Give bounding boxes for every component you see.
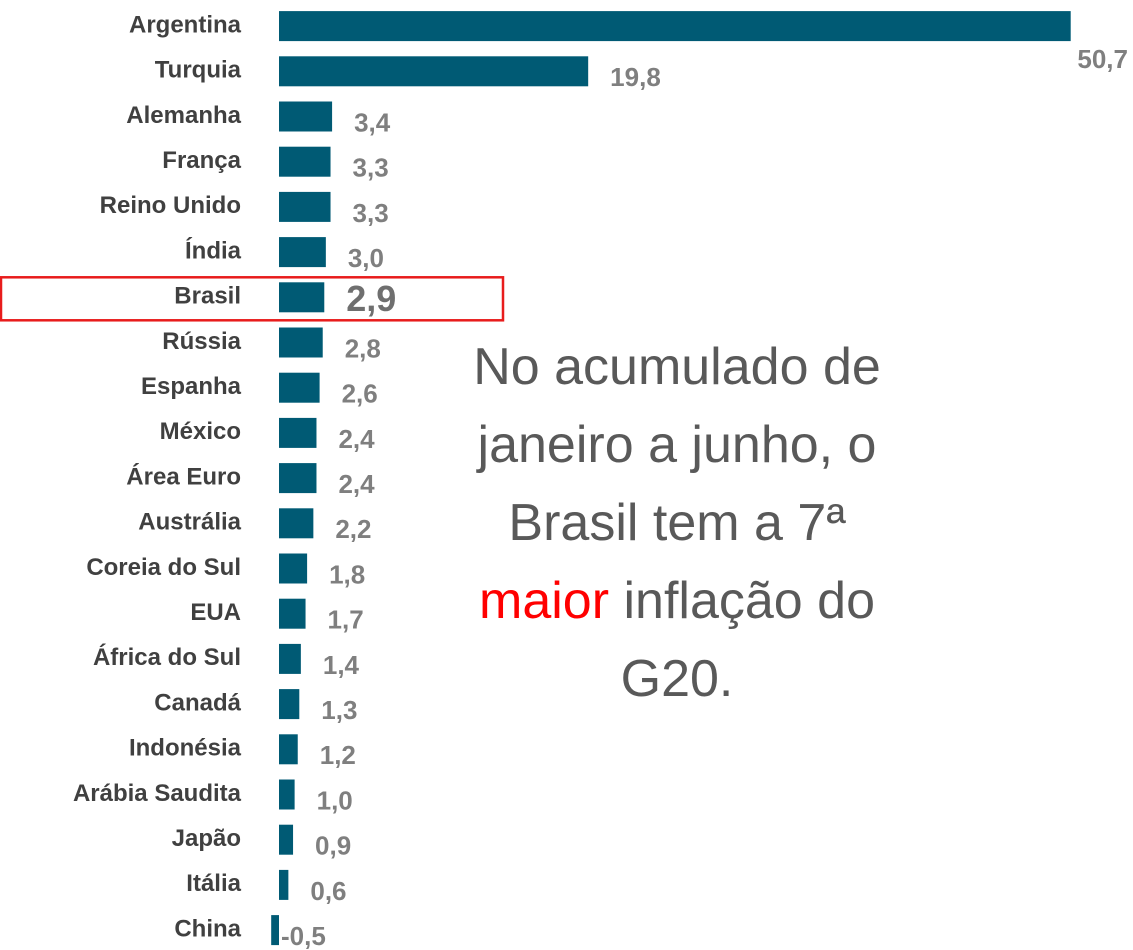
bar (279, 779, 295, 810)
value-label: 1,0 (317, 785, 353, 815)
category-label: Arábia Saudita (73, 780, 242, 807)
category-label: Alemanha (126, 102, 241, 129)
bar (279, 869, 289, 900)
value-label: 1,3 (321, 695, 357, 725)
bar (279, 689, 300, 720)
category-label: Coreia do Sul (86, 554, 241, 581)
category-label: Turquia (155, 57, 242, 84)
annotation-text: maior (479, 572, 609, 630)
bar (279, 101, 333, 132)
value-label: 3,3 (353, 153, 389, 183)
value-label: 1,4 (323, 650, 360, 680)
bar (279, 463, 317, 494)
highlight-box (0, 276, 505, 322)
value-label: 1,7 (328, 605, 364, 635)
category-label: Austrália (138, 509, 241, 536)
category-label: Japão (172, 825, 241, 852)
bar (279, 146, 331, 177)
value-label: 2,9 (346, 278, 396, 319)
category-label: China (174, 915, 241, 942)
category-label: Espanha (141, 373, 242, 400)
value-label: 0,6 (310, 876, 346, 906)
annotation-line: maior inflação do (479, 572, 875, 630)
annotation-line: janeiro a junho, o (476, 416, 877, 474)
bar (279, 372, 320, 403)
value-label: 50,7 (1077, 44, 1128, 74)
category-label: Rússia (162, 328, 241, 355)
value-label: 19,8 (610, 62, 661, 92)
annotation-line: Brasil tem a 7ª (508, 494, 846, 552)
bar (279, 11, 1071, 42)
annotation-line: No acumulado de (473, 338, 881, 396)
annotation-line: G20. (621, 650, 734, 708)
category-label: África do Sul (93, 643, 241, 671)
category-label: Brasil (174, 283, 241, 310)
value-label: 1,8 (329, 559, 365, 589)
bar (279, 56, 589, 87)
bar (279, 237, 326, 268)
value-label: 2,4 (338, 424, 375, 454)
bar (279, 417, 317, 448)
category-label: EUA (190, 599, 241, 626)
bar (279, 643, 301, 674)
category-label: México (160, 418, 241, 445)
bar (279, 824, 294, 855)
category-label: França (162, 147, 241, 174)
bar (279, 508, 314, 539)
annotation-text: No acumulado de (473, 338, 881, 396)
category-label: Indonésia (129, 735, 242, 762)
category-label: Canadá (154, 689, 241, 716)
category-label: Índia (185, 236, 242, 264)
value-label: 2,4 (338, 469, 375, 499)
value-label: 0,9 (315, 831, 351, 861)
value-label: 2,6 (342, 379, 378, 409)
bar (279, 734, 298, 765)
bar (271, 915, 279, 946)
category-label: Argentina (129, 11, 242, 38)
value-label: 1,2 (320, 740, 356, 770)
value-label: 2,2 (335, 514, 371, 544)
bar (279, 327, 323, 358)
value-label: 3,3 (353, 198, 389, 228)
annotation-text: Brasil tem a 7ª (508, 494, 846, 552)
value-label: 3,4 (354, 107, 391, 137)
value-label: -0,5 (281, 921, 326, 950)
annotation-text: inflação do (609, 572, 875, 630)
value-label: 2,8 (345, 333, 381, 363)
value-label: 3,0 (348, 243, 384, 273)
category-label: Reino Unido (100, 192, 241, 219)
category-label: Área Euro (126, 462, 241, 490)
annotation-text: janeiro a junho, o (476, 416, 877, 474)
category-label: Itália (186, 870, 241, 897)
bar (279, 598, 306, 629)
annotation-text: G20. (621, 650, 734, 708)
bar (279, 191, 331, 222)
bar (279, 553, 308, 584)
bar (279, 282, 325, 313)
